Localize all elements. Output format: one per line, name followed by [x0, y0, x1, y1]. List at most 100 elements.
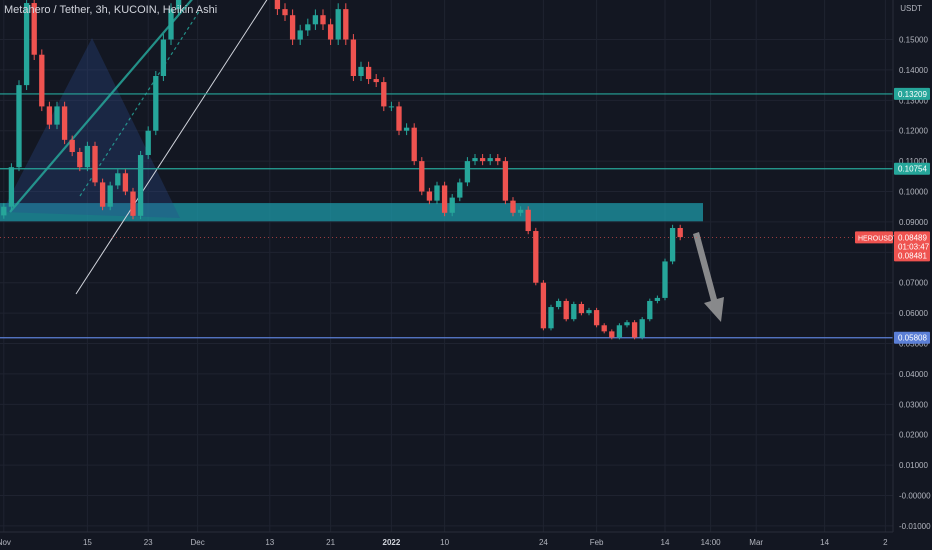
time-tick-label: 24 — [539, 538, 548, 547]
candle — [381, 77, 387, 112]
candle — [8, 163, 15, 211]
candle-body — [54, 106, 60, 125]
time-tick-label: 14 — [661, 538, 670, 547]
candle-body — [616, 325, 623, 338]
price-tick-label: 0.12000 — [899, 127, 928, 136]
candle — [502, 157, 509, 205]
candle-body — [662, 261, 668, 298]
price-tick-label: 0.11000 — [899, 157, 928, 166]
candle-body — [137, 155, 144, 216]
candle-body — [533, 231, 539, 283]
candle-body — [669, 228, 676, 262]
time-tick-label: 10 — [440, 538, 449, 547]
candle — [350, 34, 357, 82]
candle-body — [365, 66, 372, 80]
price-badge — [894, 231, 930, 262]
time-axis-background — [0, 532, 932, 550]
candle — [373, 74, 379, 88]
price-tick-label: 0.01000 — [899, 461, 928, 470]
candle-body — [517, 209, 524, 213]
candle-body — [297, 30, 303, 40]
candle-body — [115, 173, 121, 186]
candle — [175, 0, 182, 15]
candle — [320, 9, 326, 30]
candle — [555, 298, 562, 310]
candle — [61, 101, 68, 145]
candle — [335, 3, 341, 45]
channel-line-dashed — [79, 9, 201, 197]
candle — [305, 18, 311, 36]
time-tick-label: 13 — [265, 538, 274, 547]
level-badge-label: 0.10754 — [898, 165, 927, 174]
candle — [662, 258, 668, 301]
candle-body — [320, 15, 326, 25]
candle-body — [327, 24, 334, 40]
candle-body — [639, 319, 645, 338]
candle — [23, 0, 30, 91]
candle — [107, 181, 113, 211]
candle-body — [282, 9, 288, 16]
candle — [69, 135, 75, 157]
candle — [419, 157, 425, 196]
candle-body — [601, 325, 607, 332]
candle-body — [335, 9, 341, 40]
candle-body — [31, 3, 37, 55]
candle-body — [434, 185, 440, 201]
time-axis[interactable]: Nov 15 23 Dec 13 21 2022 10 24 Feb 14 14:00 Mar 14 2 — [0, 531, 932, 550]
candle-body — [153, 76, 159, 131]
candle — [31, 0, 37, 61]
candle-body — [631, 322, 638, 338]
price-badge-value: 0.08489 — [898, 233, 927, 242]
candle-body — [677, 228, 683, 238]
candle — [434, 181, 440, 205]
candle-body — [312, 15, 319, 25]
candle-body — [350, 39, 357, 76]
price-tick-label: 0.10000 — [899, 188, 928, 197]
candle-body — [23, 3, 30, 86]
down-arrow — [693, 232, 724, 322]
candle — [145, 126, 151, 160]
time-tick-label: 2 — [883, 538, 888, 547]
candle — [115, 169, 121, 190]
candle-body — [411, 127, 417, 162]
price-tick-label: 0.02000 — [899, 431, 928, 440]
candle-body — [289, 15, 296, 40]
candle — [609, 329, 615, 340]
candle — [472, 154, 478, 166]
candle — [525, 206, 531, 235]
time-tick-label: 2022 — [383, 538, 401, 547]
price-tick-label: -0.01000 — [899, 522, 931, 531]
candle-body — [525, 209, 531, 232]
candle — [160, 34, 167, 82]
candle-body — [647, 300, 653, 320]
candle-body — [122, 173, 129, 192]
candle-body — [8, 167, 15, 207]
candle-body — [540, 282, 547, 329]
candle — [654, 295, 661, 304]
candle-body — [479, 158, 486, 162]
time-tick-label: Dec — [190, 538, 204, 547]
candle-body — [403, 127, 410, 131]
candle — [312, 9, 319, 30]
candle-body — [472, 158, 478, 162]
candle — [616, 323, 623, 340]
candle — [327, 18, 334, 45]
currency-label: USDT — [900, 4, 922, 13]
price-tick-label: 0.13000 — [899, 96, 928, 105]
candle-body — [1, 206, 7, 216]
candle — [365, 61, 372, 85]
price-badge-low: 0.08481 — [898, 251, 927, 260]
candle-body — [358, 66, 364, 76]
candle-body — [449, 197, 455, 213]
horizontal-levels-layer — [0, 93, 893, 339]
time-tick-label: 15 — [83, 538, 92, 547]
price-axis[interactable]: 0.15000 0.14000 0.13000 0.12000 0.11000 0.100… — [892, 0, 932, 550]
candle-body — [343, 9, 349, 40]
candle-body — [381, 82, 387, 107]
level-badge-label: 0.05808 — [898, 334, 927, 343]
candle-body — [426, 191, 433, 201]
candle-body — [548, 307, 554, 329]
candle — [77, 147, 83, 172]
candle-body — [502, 161, 509, 201]
